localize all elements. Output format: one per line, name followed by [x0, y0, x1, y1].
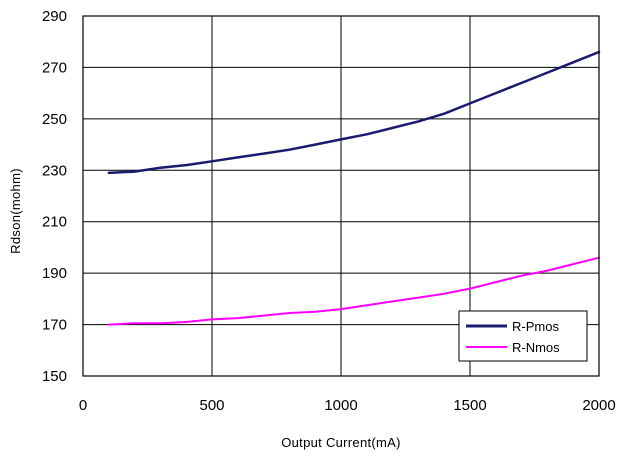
- x-tick-label: 2000: [582, 397, 615, 414]
- series-line-r-nmos: [107, 256, 600, 326]
- y-tick-label: 150: [42, 368, 67, 385]
- y-tick-label: 170: [42, 317, 67, 334]
- series-lines: [107, 50, 601, 326]
- y-tick-label: 250: [42, 111, 67, 128]
- y-tick-label: 230: [42, 162, 67, 179]
- x-axis-title: Output Current(mA): [281, 435, 401, 450]
- y-axis-title: Rdson(mohm): [8, 168, 23, 254]
- legend: R-Pmos R-Nmos: [458, 310, 588, 362]
- y-tick-labels: 150 170 190 210 230 250 270 290: [42, 8, 67, 385]
- x-tick-label: 500: [199, 397, 224, 414]
- legend-label-r-pmos: R-Pmos: [512, 319, 559, 334]
- y-tick-label: 210: [42, 214, 67, 231]
- legend-label-r-nmos: R-Nmos: [512, 340, 560, 355]
- x-tick-label: 0: [79, 397, 87, 414]
- plot-frame: [82, 15, 600, 377]
- x-tick-labels: 0 500 1000 1500 2000: [79, 397, 616, 414]
- y-tick-label: 190: [42, 265, 67, 282]
- legend-box: [458, 310, 588, 362]
- x-tick-label: 1500: [453, 397, 486, 414]
- y-tick-label: 290: [42, 8, 67, 25]
- y-tick-label: 270: [42, 59, 67, 76]
- series-line-r-pmos: [107, 50, 601, 175]
- x-tick-label: 1000: [324, 397, 357, 414]
